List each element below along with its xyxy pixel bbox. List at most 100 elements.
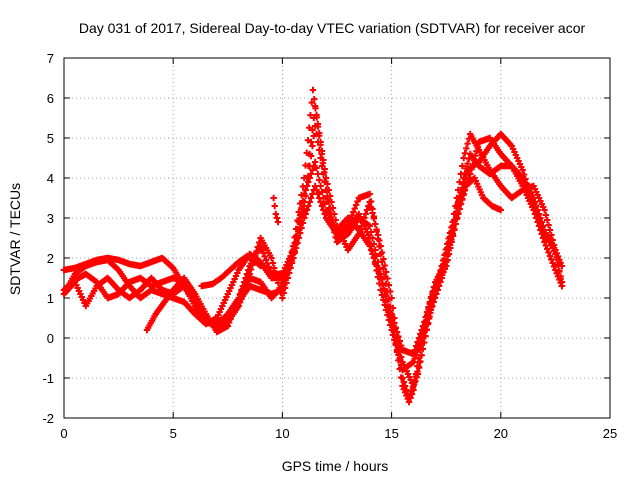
y-tick-label: 7 xyxy=(47,51,54,66)
data-point xyxy=(419,345,426,353)
data-point xyxy=(274,218,282,226)
y-tick-label: 2 xyxy=(47,251,54,266)
data-point xyxy=(414,370,422,378)
data-point xyxy=(452,220,459,228)
y-tick-label: 3 xyxy=(47,211,54,226)
data-point xyxy=(305,202,312,210)
data-point xyxy=(422,333,429,340)
y-tick-label: -2 xyxy=(42,411,54,426)
x-tick-label: 10 xyxy=(275,426,289,441)
data-point xyxy=(332,216,339,224)
data-point xyxy=(350,208,357,216)
plot-border xyxy=(63,57,611,419)
y-tick-label: 1 xyxy=(47,291,54,306)
data-point xyxy=(470,157,478,164)
data-point xyxy=(411,355,418,362)
data-point xyxy=(369,209,376,217)
data-point xyxy=(414,338,421,346)
x-tick-label: 20 xyxy=(494,426,508,441)
data-point xyxy=(227,315,234,323)
y-axis-label: SDTVAR / TECUs xyxy=(7,183,23,295)
data-point xyxy=(317,198,324,206)
data-point xyxy=(246,270,253,278)
data-point xyxy=(224,322,231,330)
data-point xyxy=(317,182,324,190)
data-point xyxy=(314,170,322,178)
series-track-6 xyxy=(198,252,264,290)
x-tick-label: 15 xyxy=(384,426,398,441)
data-point xyxy=(443,262,450,270)
data-point xyxy=(309,126,316,134)
data-point xyxy=(411,346,419,354)
data-point xyxy=(366,198,373,206)
data-point xyxy=(419,322,427,330)
data-point xyxy=(286,269,293,277)
data-point xyxy=(425,315,433,322)
data-point xyxy=(388,294,395,302)
data-point xyxy=(309,86,317,94)
data-point xyxy=(306,198,313,206)
data-point xyxy=(260,249,267,257)
data-point xyxy=(458,196,466,203)
data-layer xyxy=(60,86,566,406)
data-point xyxy=(459,162,466,170)
data-point xyxy=(309,166,316,174)
data-point xyxy=(382,268,390,276)
data-point xyxy=(373,226,380,233)
data-point xyxy=(311,95,318,103)
data-point xyxy=(497,206,504,214)
data-point xyxy=(544,245,551,253)
data-point xyxy=(362,210,369,218)
data-point xyxy=(268,254,275,262)
data-point xyxy=(262,256,270,264)
data-point xyxy=(230,308,237,316)
data-point xyxy=(381,262,388,269)
series-track-7 xyxy=(270,194,282,226)
data-point xyxy=(385,281,393,289)
data-point xyxy=(413,374,420,381)
data-point xyxy=(313,186,320,194)
data-point xyxy=(298,212,305,220)
data-point xyxy=(538,230,545,238)
data-point xyxy=(316,176,323,184)
data-point xyxy=(520,171,528,178)
data-point xyxy=(380,255,387,263)
data-point xyxy=(281,284,289,292)
data-point xyxy=(549,259,556,267)
data-point xyxy=(523,180,530,187)
data-point xyxy=(306,150,313,158)
data-point xyxy=(463,145,470,152)
data-point xyxy=(387,313,394,320)
y-tick-label: 5 xyxy=(47,131,54,146)
data-point xyxy=(307,194,315,202)
data-point xyxy=(309,142,316,150)
data-point xyxy=(361,214,368,222)
data-point xyxy=(331,210,338,218)
data-point xyxy=(276,284,283,292)
data-point xyxy=(303,174,311,182)
data-point xyxy=(322,174,330,182)
data-point xyxy=(460,191,467,199)
data-point xyxy=(284,274,292,282)
data-point xyxy=(423,326,430,334)
data-point xyxy=(407,391,414,398)
data-point xyxy=(548,256,555,263)
data-point xyxy=(428,303,435,311)
data-point xyxy=(464,140,471,147)
data-point xyxy=(539,234,547,242)
data-point xyxy=(451,226,458,234)
data-point xyxy=(354,198,361,205)
data-point xyxy=(545,221,552,229)
data-point xyxy=(307,138,315,146)
data-point xyxy=(328,198,335,206)
data-point xyxy=(369,250,376,258)
data-point xyxy=(397,364,405,372)
data-point xyxy=(363,206,371,214)
data-point xyxy=(469,161,476,169)
data-point xyxy=(396,354,403,362)
data-point xyxy=(405,394,413,402)
data-point xyxy=(272,210,280,218)
data-point xyxy=(314,190,322,198)
data-point xyxy=(366,190,373,198)
data-point xyxy=(472,152,479,159)
